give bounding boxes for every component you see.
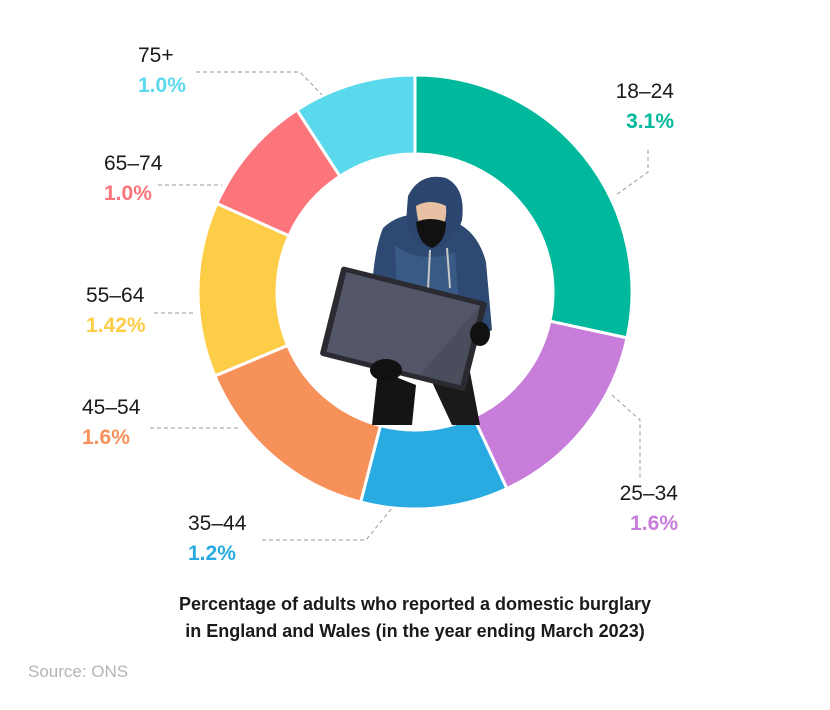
value-label-18–24: 3.1% xyxy=(626,110,674,133)
source-note: Source: ONS xyxy=(28,662,129,681)
value-label-35–44: 1.2% xyxy=(188,542,236,565)
slice-75+ xyxy=(294,73,417,179)
value-label-75+: 1.0% xyxy=(138,74,186,97)
category-label-18–24: 18–24 xyxy=(616,80,675,103)
leader-line-25–34 xyxy=(611,394,641,478)
category-label-25–34: 25–34 xyxy=(620,482,679,505)
value-label-45–54: 1.6% xyxy=(82,426,130,449)
slice-labels: 18–24 3.1% 25–34 1.6% 35–44 1.2% 45–54 1.6% 55–6… xyxy=(82,44,678,565)
category-label-45–54: 45–54 xyxy=(82,396,141,419)
slice-18–24 xyxy=(413,73,634,340)
value-label-65–74: 1.0% xyxy=(104,182,152,205)
category-label-65–74: 65–74 xyxy=(104,152,163,175)
category-label-75+: 75+ xyxy=(138,44,174,67)
leader-lines xyxy=(150,71,649,541)
leader-line-75+ xyxy=(196,71,323,96)
leader-line-35–44 xyxy=(262,507,393,541)
chart-title-line-2: in England and Wales (in the year ending… xyxy=(185,621,645,641)
slice-45–54 xyxy=(212,343,383,504)
value-label-55–64: 1.42% xyxy=(86,314,146,337)
category-label-55–64: 55–64 xyxy=(86,284,145,307)
donut-slices xyxy=(196,73,634,511)
category-label-35–44: 35–44 xyxy=(188,512,247,535)
chart-title: Percentage of adults who reported a dome… xyxy=(0,591,830,645)
chart-title-line-1: Percentage of adults who reported a dome… xyxy=(178,594,652,614)
burglar-illustration xyxy=(320,176,492,425)
value-label-25–34: 1.6% xyxy=(630,512,678,535)
leader-line-18–24 xyxy=(615,150,649,196)
